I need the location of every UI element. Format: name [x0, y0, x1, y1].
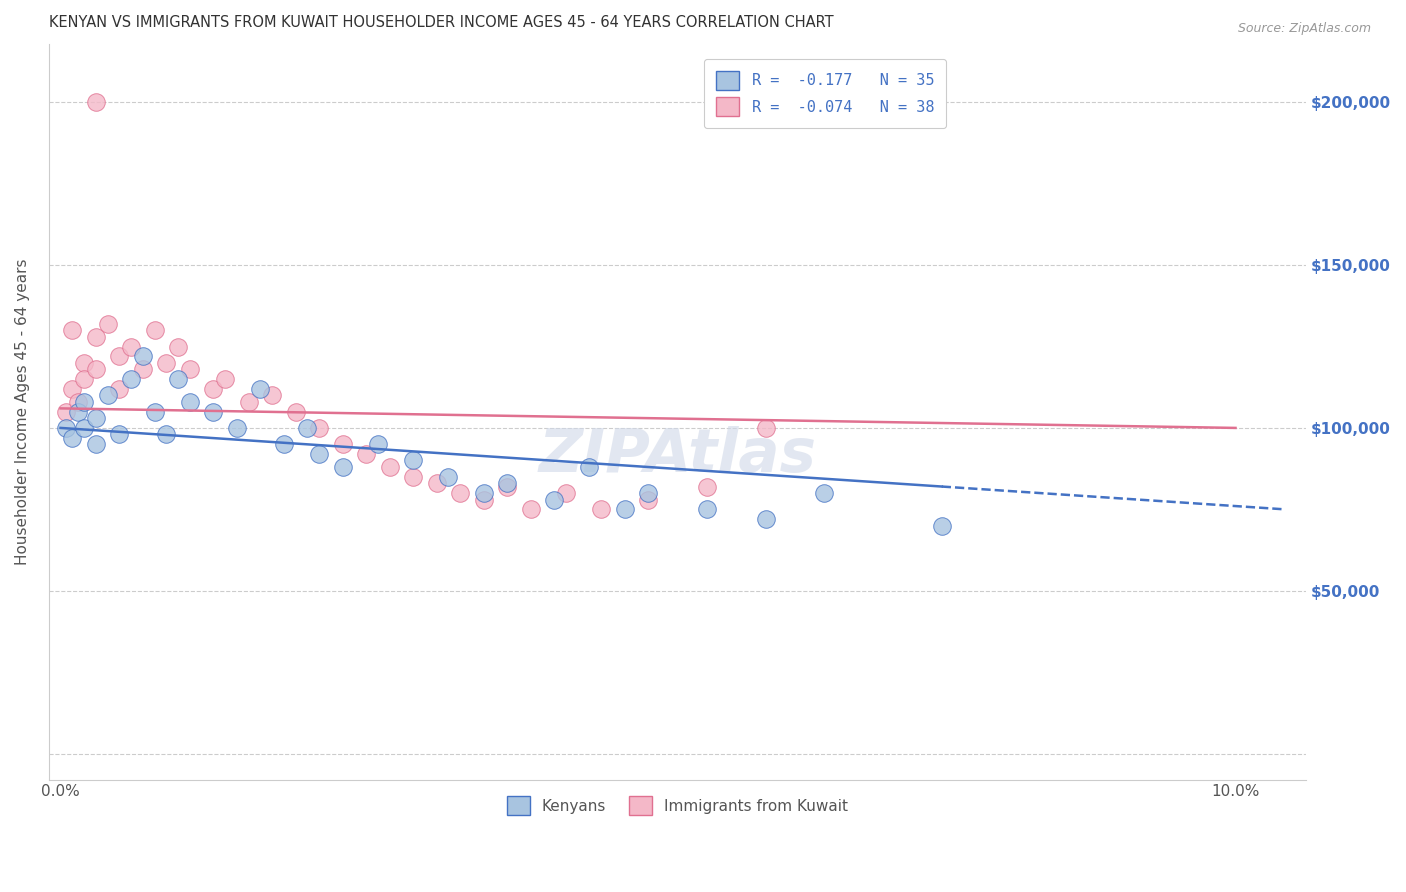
Point: [519, 502, 541, 516]
Point: [84, 437, 107, 451]
Text: Source: ZipAtlas.com: Source: ZipAtlas.com: [1237, 22, 1371, 36]
Point: [754, 421, 776, 435]
Point: [120, 372, 142, 386]
Point: [425, 476, 447, 491]
Point: [613, 502, 636, 516]
Point: [60, 382, 83, 396]
Point: [472, 492, 495, 507]
Point: [73, 421, 96, 435]
Point: [108, 382, 131, 396]
Point: [67, 395, 90, 409]
Point: [472, 486, 495, 500]
Point: [108, 349, 131, 363]
Point: [249, 382, 271, 396]
Point: [179, 395, 201, 409]
Point: [637, 492, 659, 507]
Point: [260, 388, 283, 402]
Point: [84, 330, 107, 344]
Point: [202, 404, 225, 418]
Point: [637, 486, 659, 500]
Point: [108, 427, 131, 442]
Point: [214, 372, 236, 386]
Legend: Kenyans, Immigrants from Kuwait: Kenyans, Immigrants from Kuwait: [495, 784, 860, 827]
Point: [155, 427, 177, 442]
Point: [73, 395, 96, 409]
Point: [297, 421, 319, 435]
Point: [332, 460, 354, 475]
Point: [284, 404, 307, 418]
Text: ZIPAtlas: ZIPAtlas: [538, 426, 817, 485]
Point: [754, 512, 776, 526]
Point: [73, 356, 96, 370]
Point: [813, 486, 835, 500]
Point: [402, 469, 425, 483]
Point: [143, 323, 166, 337]
Point: [496, 476, 519, 491]
Point: [378, 460, 401, 475]
Point: [60, 431, 83, 445]
Text: KENYAN VS IMMIGRANTS FROM KUWAIT HOUSEHOLDER INCOME AGES 45 - 64 YEARS CORRELATI: KENYAN VS IMMIGRANTS FROM KUWAIT HOUSEHO…: [49, 15, 834, 30]
Point: [120, 339, 142, 353]
Point: [238, 395, 260, 409]
Point: [143, 404, 166, 418]
Point: [931, 518, 953, 533]
Point: [167, 372, 190, 386]
Point: [84, 411, 107, 425]
Point: [84, 362, 107, 376]
Point: [367, 437, 389, 451]
Point: [167, 339, 190, 353]
Point: [696, 479, 718, 493]
Point: [332, 437, 354, 451]
Point: [67, 404, 90, 418]
Point: [273, 437, 295, 451]
Point: [202, 382, 225, 396]
Point: [696, 502, 718, 516]
Point: [354, 447, 377, 461]
Point: [449, 486, 471, 500]
Point: [155, 356, 177, 370]
Point: [589, 502, 612, 516]
Point: [496, 479, 519, 493]
Point: [308, 447, 330, 461]
Point: [55, 404, 77, 418]
Point: [437, 469, 460, 483]
Point: [179, 362, 201, 376]
Point: [578, 460, 600, 475]
Point: [132, 349, 155, 363]
Point: [96, 317, 118, 331]
Point: [225, 421, 247, 435]
Y-axis label: Householder Income Ages 45 - 64 years: Householder Income Ages 45 - 64 years: [15, 259, 30, 565]
Point: [55, 421, 77, 435]
Point: [84, 95, 107, 110]
Point: [543, 492, 565, 507]
Point: [554, 486, 576, 500]
Point: [60, 323, 83, 337]
Point: [96, 388, 118, 402]
Point: [132, 362, 155, 376]
Point: [402, 453, 425, 467]
Point: [308, 421, 330, 435]
Point: [73, 372, 96, 386]
